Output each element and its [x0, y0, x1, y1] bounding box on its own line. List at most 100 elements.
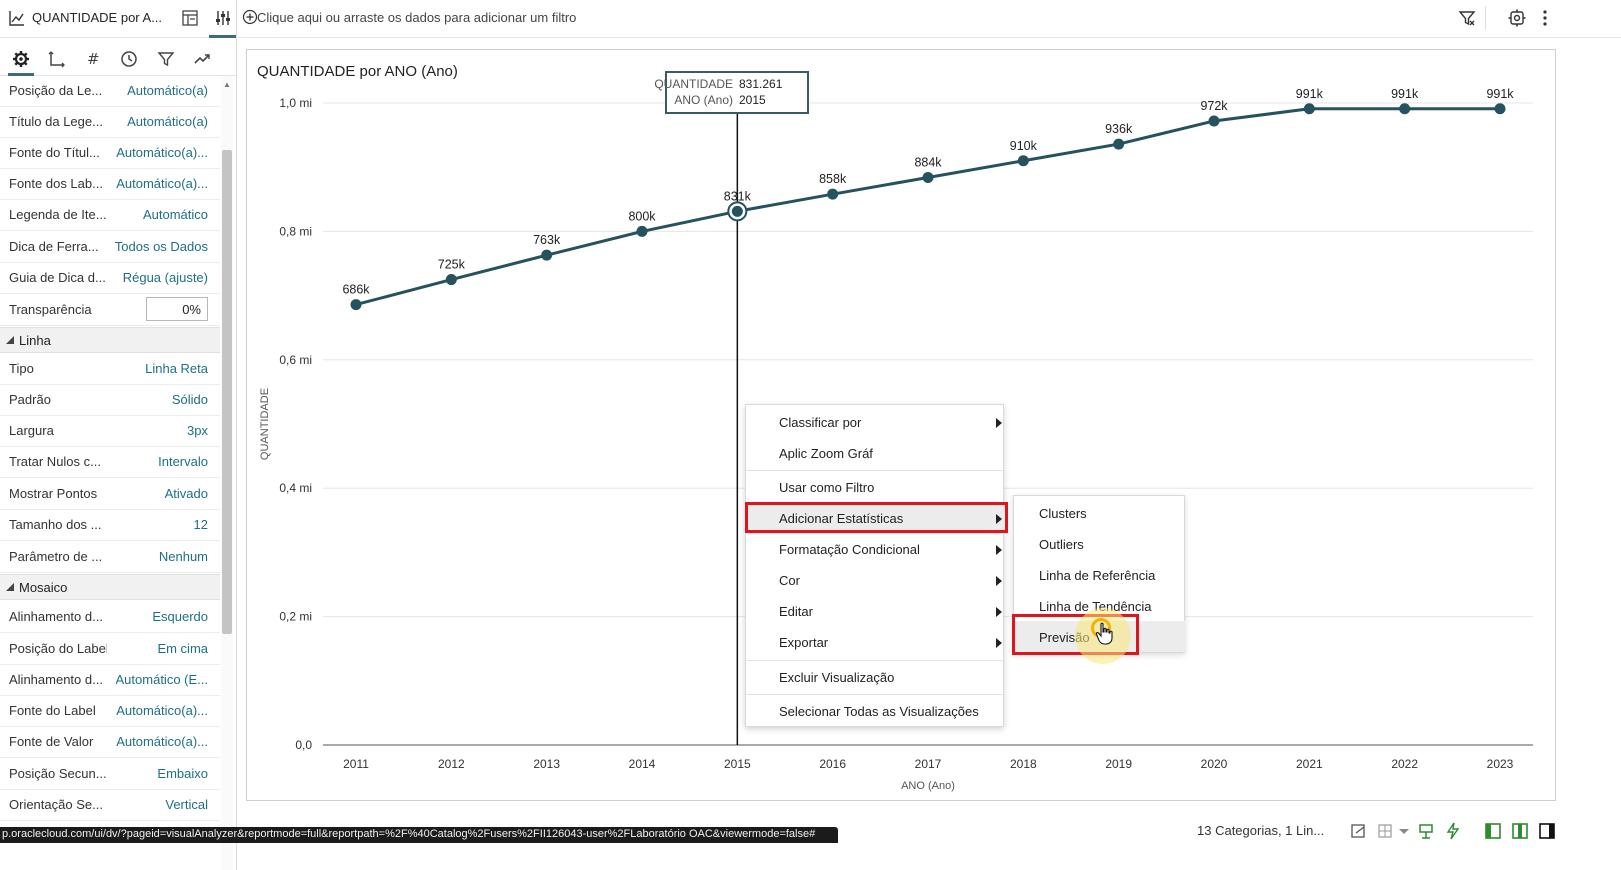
filter-toggle-icon[interactable]	[1458, 9, 1476, 27]
property-value[interactable]: 12	[193, 517, 208, 532]
property-row[interactable]: Guia de Dica d... Régua (ajuste)	[0, 263, 220, 294]
property-row[interactable]: Fonte de Valor Automático(a)...	[0, 727, 220, 758]
property-value[interactable]: Régua (ajuste)	[122, 270, 208, 285]
data-point	[731, 205, 743, 217]
property-row[interactable]: Alinhamento d... Esquerdo	[0, 602, 220, 633]
general-settings-icon[interactable]	[11, 49, 31, 69]
property-value[interactable]: 3px	[187, 423, 208, 438]
property-value[interactable]: Esquerdo	[152, 609, 208, 624]
property-row[interactable]: Posição da Le... Automático(a)	[0, 76, 220, 107]
x-tick-label: 2015	[724, 757, 751, 771]
property-row[interactable]: Fonte do Títul... Automático(a)...	[0, 138, 220, 169]
data-summary[interactable]: 13 Categorias, 1 Lin...	[1197, 823, 1325, 838]
property-label: Posição da Le...	[9, 83, 103, 98]
property-row[interactable]: Tipo Linha Reta	[0, 354, 220, 385]
menu-item-edit[interactable]: Editar	[746, 596, 1005, 627]
time-icon[interactable]	[119, 49, 139, 69]
properties-tab-icon[interactable]	[214, 9, 232, 27]
property-value[interactable]: Todos os Dados	[114, 239, 208, 254]
menu-item-add-statistics[interactable]: Adicionar Estatísticas	[746, 503, 1005, 534]
property-row[interactable]: Título da Lege... Automático(a)	[0, 107, 220, 138]
submenu-item-trend-line[interactable]: Linha de Tendência	[1014, 590, 1186, 621]
section-header-tile[interactable]: Mosaico	[0, 574, 220, 600]
analytics-icon[interactable]	[192, 49, 212, 69]
axis-icon[interactable]	[47, 49, 67, 69]
more-options-icon[interactable]	[1538, 9, 1552, 27]
property-value[interactable]: Automático	[142, 207, 208, 222]
chevron-down-icon[interactable]	[1395, 822, 1413, 840]
filter-drop-hint[interactable]: Clique aqui ou arraste os dados para adi…	[257, 10, 577, 25]
x-tick-label: 2016	[819, 757, 846, 771]
property-value[interactable]: Automático(a)...	[116, 145, 208, 160]
center-panel-toggle-icon[interactable]	[1511, 822, 1529, 840]
property-value[interactable]: Em cima	[157, 641, 208, 656]
property-row[interactable]: Orientação Se... Vertical	[0, 790, 220, 821]
panel-scrollbar-thumb[interactable]	[222, 150, 232, 634]
property-value[interactable]: Nenhum	[158, 549, 208, 564]
submenu-item-outliers[interactable]: Outliers	[1014, 528, 1186, 559]
property-row[interactable]: Fonte do Label Automático(a)...	[0, 696, 220, 727]
menu-item-label: Excluir Visualização	[779, 670, 895, 685]
submenu-arrow-icon	[996, 418, 1002, 428]
property-row[interactable]: Legenda de Ite... Automático	[0, 200, 220, 231]
property-row[interactable]: Fonte dos Lab... Automático(a)...	[0, 169, 220, 200]
property-row[interactable]: Tamanho dos ... 12	[0, 510, 220, 541]
property-row[interactable]: Mostrar Pontos Ativado	[0, 479, 220, 510]
auto-insights-icon[interactable]	[1444, 822, 1462, 840]
section-header-line[interactable]: Linha	[0, 327, 220, 353]
menu-item-export[interactable]: Exportar	[746, 627, 1005, 658]
x-tick-label: 2012	[438, 757, 465, 771]
property-value[interactable]: Intervalo	[158, 454, 208, 469]
transparency-input[interactable]: 0%	[146, 297, 208, 321]
property-value[interactable]: Vertical	[165, 797, 208, 812]
menu-item-select-all-visualizations[interactable]: Selecionar Todas as Visualizações	[746, 696, 1005, 727]
menu-item-zoom[interactable]: Aplic Zoom Gráf	[746, 438, 1005, 469]
grammar-tab-icon[interactable]	[181, 9, 199, 27]
property-value[interactable]: Linha Reta	[145, 361, 208, 376]
submenu-item-reference-line[interactable]: Linha de Referência	[1014, 559, 1186, 590]
right-panel-toggle-icon[interactable]	[1538, 822, 1556, 840]
property-label: Tratar Nulos c...	[9, 454, 101, 469]
property-label: Fonte do Títul...	[9, 145, 100, 160]
property-value[interactable]: Automático(a)	[127, 83, 208, 98]
property-row[interactable]: Tratar Nulos c... Intervalo	[0, 447, 220, 478]
property-row[interactable]: Alinhamento d... Automático (E...	[0, 665, 220, 696]
property-row[interactable]: Posição Secun... Embaixo	[0, 759, 220, 790]
property-value[interactable]: Automático(a)	[127, 114, 208, 129]
menu-item-use-as-filter[interactable]: Usar como Filtro	[746, 472, 1005, 503]
property-value[interactable]: Automático(a)...	[116, 703, 208, 718]
submenu-item-clusters[interactable]: Clusters	[1014, 497, 1186, 528]
grid-layout-icon[interactable]	[1377, 822, 1395, 840]
canvas-settings-icon[interactable]	[1508, 9, 1526, 27]
property-row[interactable]: Largura 3px	[0, 416, 220, 447]
data-label: 686k	[342, 283, 370, 297]
left-panel-toggle-icon[interactable]	[1484, 822, 1502, 840]
x-axis-title: ANO (Ano)	[901, 780, 955, 792]
add-filter-icon[interactable]	[242, 9, 258, 25]
presentation-icon[interactable]	[1417, 822, 1435, 840]
menu-item-delete-visualization[interactable]: Excluir Visualização	[746, 662, 1005, 693]
property-value[interactable]: Embaixo	[157, 766, 208, 781]
property-row[interactable]: Padrão Sólido	[0, 385, 220, 416]
property-value[interactable]: Automático (E...	[115, 672, 208, 687]
data-label: 800k	[628, 209, 656, 223]
menu-item-sort-by[interactable]: Classificar por	[746, 407, 1005, 438]
menu-item-label: Exportar	[779, 635, 829, 650]
property-value[interactable]: Automático(a)...	[116, 734, 208, 749]
submenu-arrow-icon	[996, 607, 1002, 617]
menu-item-color[interactable]: Cor	[746, 565, 1005, 596]
property-row[interactable]: Dica de Ferra... Todos os Dados	[0, 232, 220, 263]
export-icon[interactable]	[1350, 822, 1368, 840]
scroll-up-arrow-icon[interactable]: ▲	[223, 80, 231, 89]
property-list: Posição da Le... Automático(a) Título da…	[0, 76, 220, 870]
property-value[interactable]: Sólido	[171, 392, 208, 407]
tooltip-dimension-value: 2015	[739, 93, 766, 107]
x-tick-label: 2011	[343, 757, 369, 771]
property-row[interactable]: Parâmetro de ... Nenhum	[0, 542, 220, 573]
property-value[interactable]: Automático(a)...	[116, 176, 208, 191]
number-format-icon[interactable]: #	[83, 49, 103, 69]
property-value[interactable]: Ativado	[164, 486, 208, 501]
filter-icon[interactable]	[156, 49, 176, 69]
menu-item-conditional-formatting[interactable]: Formatação Condicional	[746, 534, 1005, 565]
property-row[interactable]: Posição do Label Em cima	[0, 634, 220, 665]
